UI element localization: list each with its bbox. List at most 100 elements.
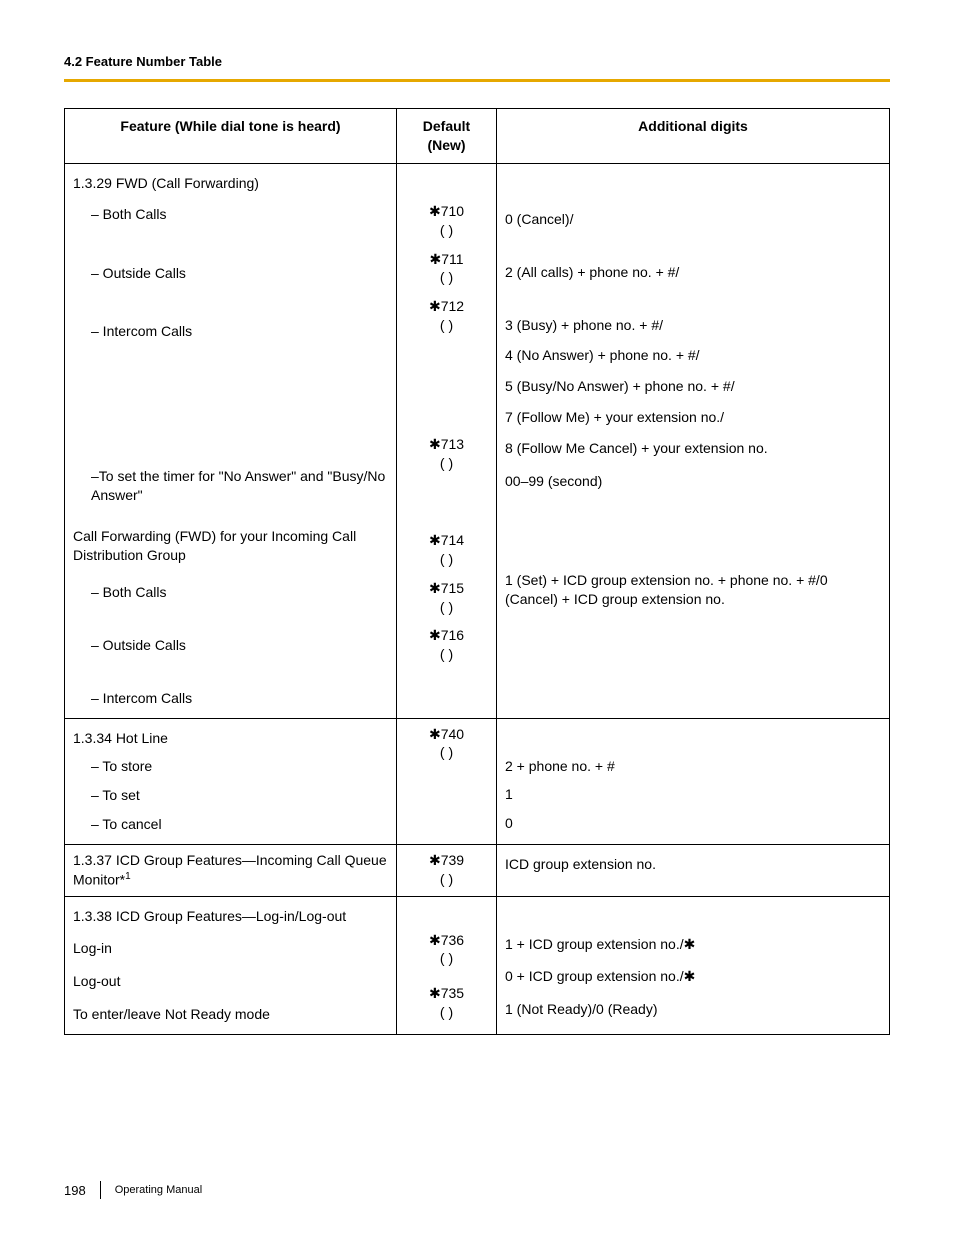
hotline-cancel: – To cancel [73,815,388,834]
table-header-row: Feature (While dial tone is heard) Defau… [65,109,890,164]
th-feature: Feature (While dial tone is heard) [65,109,397,164]
code-paren: ( ) [405,645,488,664]
cell-hotline-additional: 2 + phone no. + # 1 0 [497,718,890,845]
code-paren: ( ) [405,454,488,473]
accent-rule [64,79,890,82]
code-paren: ( ) [405,550,488,569]
icdq-add: ICD group extension no. [505,855,881,874]
page: 4.2 Feature Number Table Feature (While … [0,0,954,1235]
hotline-add-cancel: 0 [505,814,881,833]
icdl-add-notready: 1 (Not Ready)/0 (Ready) [505,1000,881,1019]
code-value: 715 [441,580,464,596]
row-icd-log: 1.3.38 ICD Group Features—Log-in/Log-out… [65,896,890,1035]
code-value: 736 [441,932,464,948]
icdl-notready: To enter/leave Not Ready mode [73,1005,388,1024]
code-value: 716 [441,627,464,643]
add-group: 1 (Set) + ICD group extension no. + phon… [505,571,881,609]
feature-table: Feature (While dial tone is heard) Defau… [64,108,890,1035]
code-712: ✱712 ( ) [405,297,488,335]
th-additional: Additional digits [497,109,890,164]
add-timer: 00–99 (second) [505,472,881,491]
cell-icdl-default: ✱736 ( ) ✱735 ( ) [397,896,497,1035]
fwd-outside: – Outside Calls [73,264,388,283]
star-icon: ✱ [429,203,441,219]
star-icon: ✱ [429,580,441,596]
cell-icdl-feature: 1.3.38 ICD Group Features—Log-in/Log-out… [65,896,397,1035]
cell-icdl-additional: 1 + ICD group extension no./✱ 0 + ICD gr… [497,896,890,1035]
page-footer: 198 Operating Manual [64,1181,202,1199]
code-736: ✱736 ( ) [405,931,488,969]
cell-fwd-feature: 1.3.29 FWD (Call Forwarding) – Both Call… [65,163,397,718]
code-735: ✱735 ( ) [405,984,488,1022]
code-paren: ( ) [405,1003,488,1022]
icdq-title: 1.3.37 ICD Group Features—Incoming Call … [73,852,387,888]
add-3: 3 (Busy) + phone no. + #/ [505,316,881,335]
cell-hotline-default: ✱740 ( ) [397,718,497,845]
icdl-title: 1.3.38 ICD Group Features—Log-in/Log-out [73,907,388,926]
th-default: Default (New) [397,109,497,164]
code-paren: ( ) [405,221,488,240]
fwd-group-title: Call Forwarding (FWD) for your Incoming … [73,527,388,565]
icdl-add-login: 1 + ICD group extension no./✱ [505,935,881,954]
star-icon: ✱ [429,932,441,948]
page-number: 198 [64,1183,86,1198]
code-value: 711 [441,251,463,267]
code-value: 739 [441,852,464,868]
cell-icdq-feature: 1.3.37 ICD Group Features—Incoming Call … [65,845,397,896]
code-paren: ( ) [405,870,488,889]
star-icon: ✱ [429,852,441,868]
cell-hotline-feature: 1.3.34 Hot Line – To store – To set – To… [65,718,397,845]
code-paren: ( ) [405,268,488,287]
code-739: ✱739 ( ) [405,851,488,889]
fwd-timer: –To set the timer for "No Answer" and "B… [73,467,388,505]
hotline-set: – To set [73,786,388,805]
code-paren: ( ) [405,949,488,968]
section-header: 4.2 Feature Number Table [64,54,890,69]
code-710: ✱710 ( ) [405,202,488,240]
hotline-store: – To store [73,757,388,776]
code-740: ✱740 ( ) [405,725,488,763]
code-714: ✱714 ( ) [405,531,488,569]
add-0: 0 (Cancel)/ [505,210,881,229]
cell-fwd-default: ✱710 ( ) ✱711 ( ) ✱712 ( ) [397,163,497,718]
footer-divider [100,1181,101,1199]
hotline-add-set: 1 [505,785,881,804]
fwd-both: – Both Calls [73,205,388,224]
star-icon: ✱ [429,251,441,267]
cell-icdq-default: ✱739 ( ) [397,845,497,896]
icdl-add-logout: 0 + ICD group extension no./✱ [505,967,881,986]
star-icon: ✱ [429,298,441,314]
icdl-login: Log-in [73,939,388,958]
row-icd-queue: 1.3.37 ICD Group Features—Incoming Call … [65,845,890,896]
add-5: 5 (Busy/No Answer) + phone no. + #/ [505,377,881,396]
hotline-add-store: 2 + phone no. + # [505,757,881,776]
star-icon: ✱ [429,726,441,742]
code-paren: ( ) [405,316,488,335]
code-paren: ( ) [405,598,488,617]
star-icon: ✱ [429,436,441,452]
add-7: 7 (Follow Me) + your extension no./ [505,408,881,427]
code-paren: ( ) [405,743,488,762]
code-value: 714 [441,532,464,548]
add-8: 8 (Follow Me Cancel) + your extension no… [505,439,881,458]
code-713: ✱713 ( ) [405,435,488,473]
star-icon: ✱ [429,532,441,548]
hotline-title: 1.3.34 Hot Line [73,729,388,748]
fwd-g-outside: – Outside Calls [73,636,388,655]
row-fwd: 1.3.29 FWD (Call Forwarding) – Both Call… [65,163,890,718]
manual-name: Operating Manual [115,1184,202,1196]
fwd-g-both: – Both Calls [73,583,388,602]
star-icon: ✱ [429,985,441,1001]
add-4: 4 (No Answer) + phone no. + #/ [505,346,881,365]
code-value: 735 [441,985,464,1001]
code-value: 712 [441,298,464,314]
code-715: ✱715 ( ) [405,579,488,617]
add-2: 2 (All calls) + phone no. + #/ [505,263,881,282]
fwd-title: 1.3.29 FWD (Call Forwarding) [73,174,388,193]
cell-icdq-additional: ICD group extension no. [497,845,890,896]
fwd-g-intercom: – Intercom Calls [73,689,388,708]
code-value: 740 [441,726,464,742]
fwd-intercom: – Intercom Calls [73,322,388,341]
code-value: 710 [441,203,464,219]
code-711: ✱711 ( ) [405,250,488,288]
